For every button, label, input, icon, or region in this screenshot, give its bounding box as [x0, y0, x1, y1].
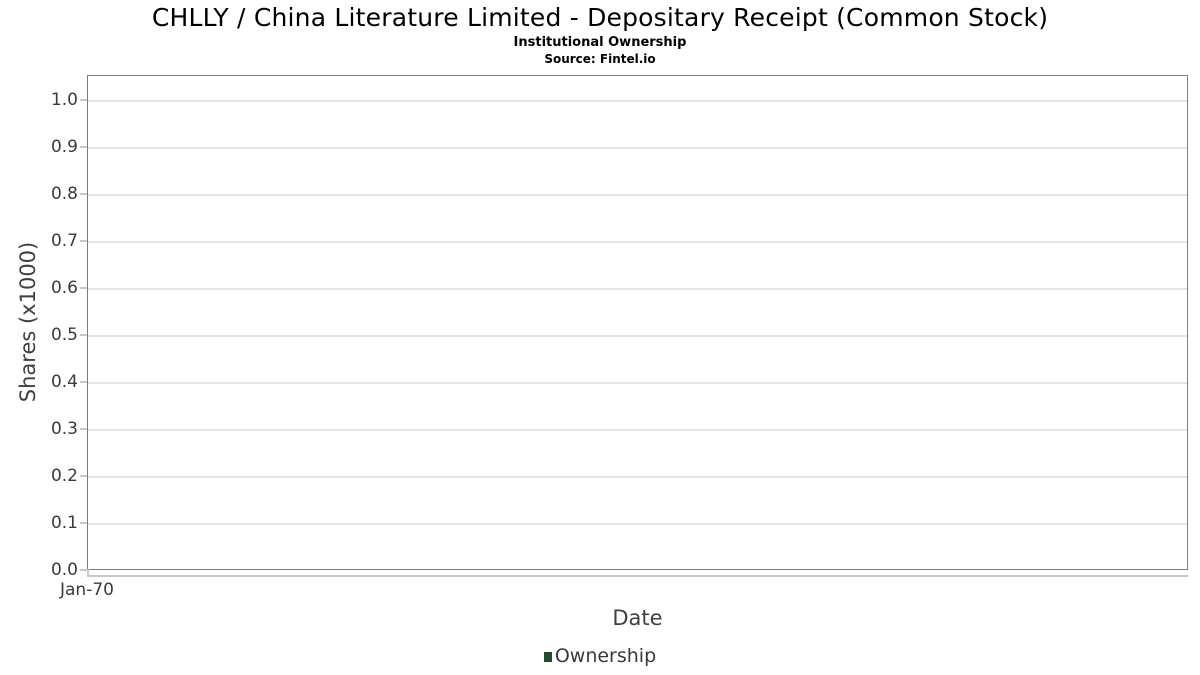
legend: Ownership	[0, 645, 1200, 667]
legend-label-ownership: Ownership	[554, 645, 657, 667]
y-axis-tick-mark-0.0	[80, 569, 87, 571]
gridline-y-1.0	[88, 100, 1187, 102]
y-axis-tick-label-0.0: 0.0	[50, 560, 78, 580]
gridline-y-0.8	[88, 194, 1187, 196]
y-axis-tick-mark-0.3	[80, 428, 87, 430]
x-axis-tick-mark	[87, 569, 89, 577]
y-axis-tick-mark-0.2	[80, 475, 87, 477]
gridline-y-0.6	[88, 288, 1187, 290]
plot-area	[87, 75, 1188, 570]
y-axis-tick-label-0.6: 0.6	[50, 278, 78, 298]
gridline-y-0.2	[88, 476, 1187, 478]
y-axis-tick-label-0.9: 0.9	[50, 137, 78, 157]
y-axis-tick-label-0.4: 0.4	[50, 372, 78, 392]
gridline-y-0.5	[88, 335, 1187, 337]
gridline-y-0.4	[88, 382, 1187, 384]
y-axis-tick-label-0.8: 0.8	[50, 184, 78, 204]
x-axis-label: Date	[612, 606, 663, 630]
chart-title: CHLLY / China Literature Limited - Depos…	[151, 3, 1049, 32]
y-axis-tick-mark-0.9	[80, 146, 87, 148]
y-axis-tick-label-0.2: 0.2	[50, 466, 78, 486]
chart-subtitle: Institutional Ownership	[513, 35, 687, 50]
y-axis-tick-label-0.7: 0.7	[50, 231, 78, 251]
y-axis-tick-mark-0.1	[80, 522, 87, 524]
y-axis-tick-label-0.5: 0.5	[50, 325, 78, 345]
gridline-y-0.1	[88, 523, 1187, 525]
gridline-y-0.7	[88, 241, 1187, 243]
x-axis-line	[87, 575, 1188, 577]
y-axis-tick-label-1.0: 1.0	[50, 90, 78, 110]
y-axis-tick-label-0.3: 0.3	[50, 419, 78, 439]
chart-source-attribution: Source: Fintel.io	[544, 52, 656, 66]
y-axis-tick-mark-1.0	[80, 99, 87, 101]
y-axis-tick-mark-0.4	[80, 381, 87, 383]
y-axis-tick-mark-0.8	[80, 193, 87, 195]
gridline-y-0.3	[88, 429, 1187, 431]
y-axis-tick-mark-0.6	[80, 287, 87, 289]
gridline-y-0.9	[88, 147, 1187, 149]
y-axis-tick-mark-0.5	[80, 334, 87, 336]
y-axis-tick-mark-0.7	[80, 240, 87, 242]
y-axis-tick-label-0.1: 0.1	[50, 513, 78, 533]
legend-marker-ownership	[543, 652, 552, 662]
x-axis-tick-label: Jan-70	[60, 580, 114, 600]
